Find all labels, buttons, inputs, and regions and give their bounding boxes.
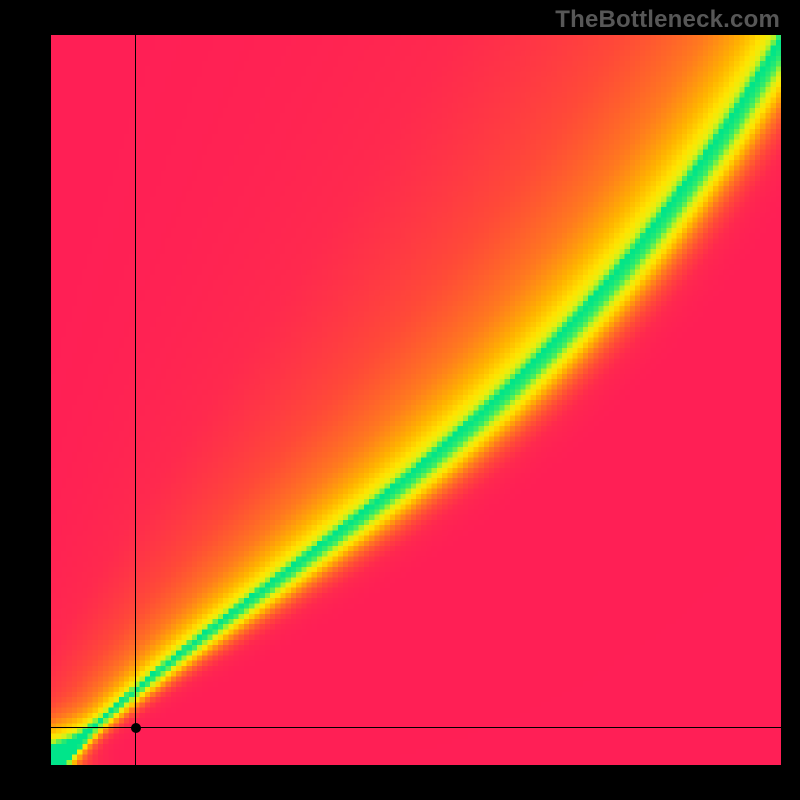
- watermark-text: TheBottleneck.com: [555, 6, 780, 34]
- heatmap-plot: [51, 35, 781, 765]
- figure-container: TheBottleneck.com: [0, 0, 800, 800]
- heatmap-canvas: [51, 35, 781, 765]
